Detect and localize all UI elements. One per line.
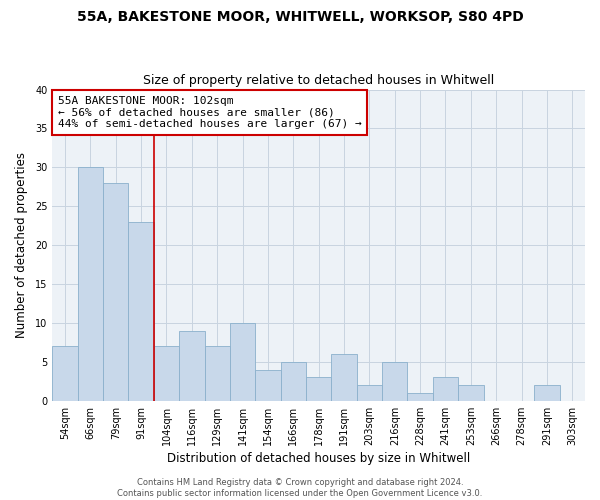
Bar xyxy=(230,323,255,401)
Bar xyxy=(534,386,560,401)
Bar xyxy=(306,378,331,401)
Bar xyxy=(458,386,484,401)
Bar xyxy=(331,354,357,401)
Bar xyxy=(382,362,407,401)
Bar xyxy=(433,378,458,401)
Y-axis label: Number of detached properties: Number of detached properties xyxy=(15,152,28,338)
Bar xyxy=(205,346,230,401)
Bar xyxy=(255,370,281,401)
Bar xyxy=(77,168,103,401)
Bar xyxy=(281,362,306,401)
X-axis label: Distribution of detached houses by size in Whitwell: Distribution of detached houses by size … xyxy=(167,452,470,465)
Text: 55A BAKESTONE MOOR: 102sqm
← 56% of detached houses are smaller (86)
44% of semi: 55A BAKESTONE MOOR: 102sqm ← 56% of deta… xyxy=(58,96,361,129)
Bar xyxy=(103,183,128,401)
Title: Size of property relative to detached houses in Whitwell: Size of property relative to detached ho… xyxy=(143,74,494,87)
Bar xyxy=(179,331,205,401)
Text: Contains HM Land Registry data © Crown copyright and database right 2024.
Contai: Contains HM Land Registry data © Crown c… xyxy=(118,478,482,498)
Bar xyxy=(52,346,77,401)
Text: 55A, BAKESTONE MOOR, WHITWELL, WORKSOP, S80 4PD: 55A, BAKESTONE MOOR, WHITWELL, WORKSOP, … xyxy=(77,10,523,24)
Bar xyxy=(357,386,382,401)
Bar xyxy=(154,346,179,401)
Bar xyxy=(128,222,154,401)
Bar xyxy=(407,393,433,401)
